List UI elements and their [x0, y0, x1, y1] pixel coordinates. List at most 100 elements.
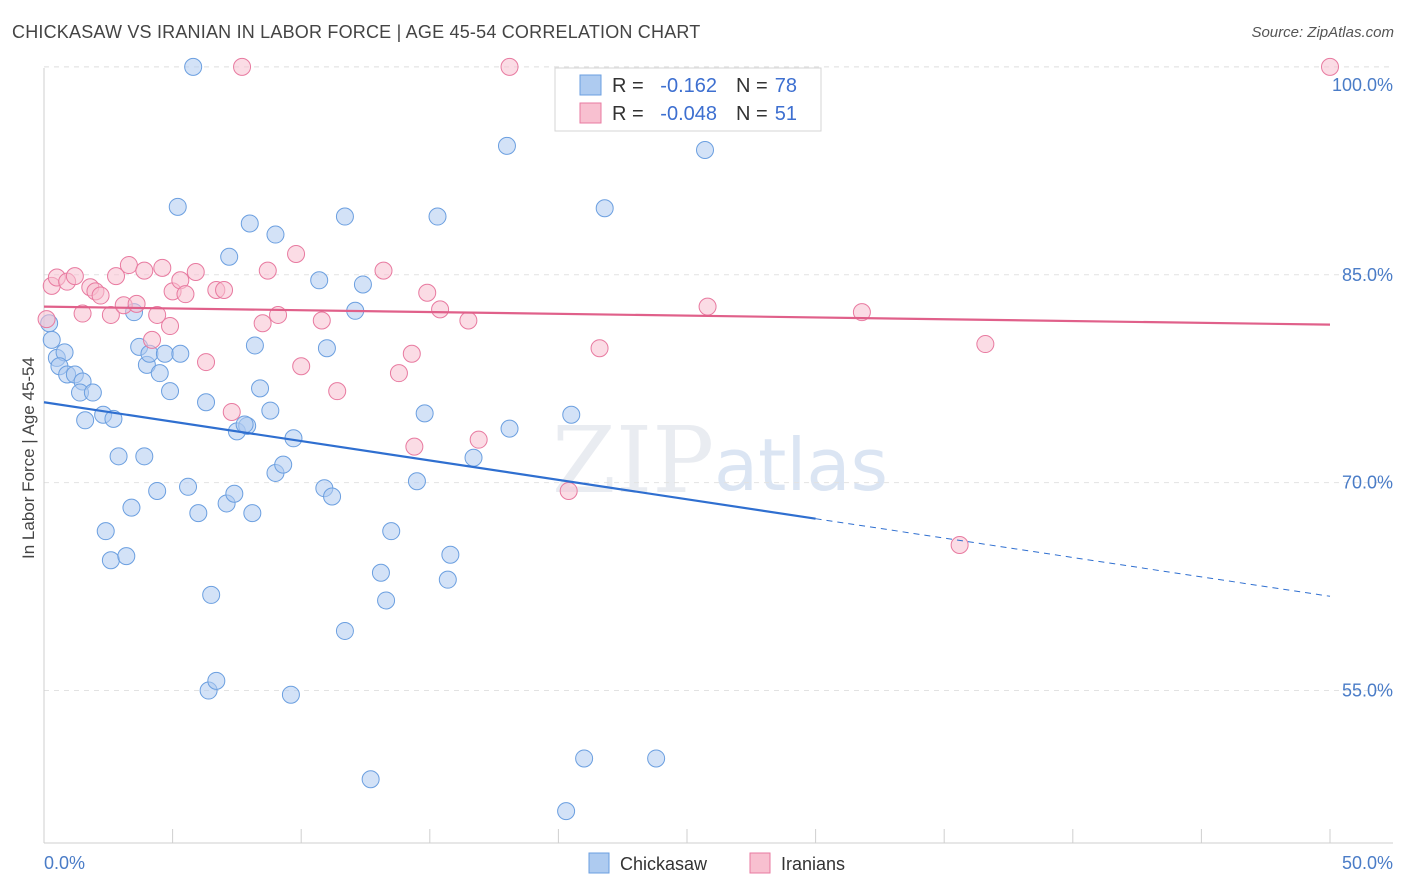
data-point-chickasaw	[135, 447, 154, 466]
stats-legend: R = -0.162 N = 78 R = -0.048 N = 51	[554, 67, 822, 132]
data-point-iranians	[287, 244, 306, 263]
data-point-chickasaw	[464, 448, 483, 467]
data-point-iranians	[292, 357, 311, 376]
data-point-iranians	[107, 267, 126, 286]
y-tick-label: 70.0%	[1342, 473, 1393, 493]
data-point-chickasaw	[595, 199, 614, 218]
data-point-iranians	[65, 267, 84, 286]
data-point-chickasaw	[83, 383, 102, 402]
watermark-zip: ZIP	[552, 407, 714, 514]
watermark-atlas: atlas	[714, 423, 888, 507]
data-point-iranians	[500, 57, 519, 76]
data-point-iranians	[852, 303, 871, 322]
data-point-chickasaw	[220, 247, 239, 266]
data-point-chickasaw	[150, 364, 169, 383]
data-point-iranians	[328, 382, 347, 401]
data-point-chickasaw	[117, 547, 136, 566]
data-point-chickasaw	[696, 141, 715, 160]
data-point-iranians	[135, 261, 154, 280]
data-point-iranians	[148, 305, 167, 324]
trend-line-chickasaw	[43, 401, 816, 520]
data-point-chickasaw	[310, 271, 329, 290]
data-point-iranians	[127, 294, 146, 313]
trend-line-iranians	[43, 305, 1331, 326]
y-axis-title: In Labor Force | Age 45-54	[19, 357, 38, 559]
data-point-chickasaw	[428, 207, 447, 226]
data-point-iranians	[161, 317, 180, 336]
data-point-chickasaw	[148, 481, 167, 500]
series-legend-label-iranians: Iranians	[781, 854, 845, 874]
data-point-iranians	[590, 339, 609, 358]
data-point-iranians	[222, 402, 241, 421]
data-point-chickasaw	[377, 591, 396, 610]
data-point-chickasaw	[76, 411, 95, 430]
data-point-iranians	[1321, 57, 1339, 76]
data-point-chickasaw	[274, 455, 293, 474]
data-point-chickasaw	[243, 504, 262, 523]
data-point-iranians	[215, 281, 234, 299]
data-point-chickasaw	[168, 197, 187, 216]
data-points	[37, 57, 1339, 821]
data-point-chickasaw	[104, 409, 123, 428]
legend-r-label-1: R =	[612, 103, 644, 125]
data-point-iranians	[253, 314, 272, 333]
trend-line-chickasaw-extrapolated	[815, 518, 1331, 597]
data-point-chickasaw	[562, 405, 581, 424]
legend-n-value-1: 51	[775, 103, 797, 125]
data-point-iranians	[389, 364, 408, 383]
y-tick-label: 85.0%	[1342, 265, 1393, 285]
data-point-chickasaw	[441, 545, 460, 564]
data-point-chickasaw	[122, 498, 141, 517]
data-point-iranians	[698, 297, 717, 316]
data-point-chickasaw	[207, 671, 226, 690]
data-point-chickasaw	[240, 214, 259, 233]
data-point-iranians	[143, 330, 162, 349]
data-point-chickasaw	[407, 472, 426, 491]
data-point-iranians	[431, 300, 450, 319]
y-tick-label: 55.0%	[1342, 681, 1393, 701]
source-credit: Source: ZipAtlas.com	[1251, 24, 1394, 41]
legend-r-value-0: -0.162	[660, 75, 717, 97]
data-point-iranians	[374, 261, 393, 280]
data-point-chickasaw	[382, 522, 401, 541]
data-point-chickasaw	[101, 551, 120, 570]
data-point-chickasaw	[189, 504, 208, 523]
data-point-iranians	[459, 311, 478, 330]
data-point-iranians	[153, 258, 172, 277]
data-point-chickasaw	[361, 770, 380, 789]
data-point-chickasaw	[197, 393, 216, 412]
data-point-chickasaw	[171, 344, 190, 363]
data-point-chickasaw	[184, 57, 203, 76]
data-point-chickasaw	[323, 487, 342, 506]
data-point-chickasaw	[179, 477, 198, 496]
data-point-chickasaw	[500, 419, 519, 438]
y-tick-label: 100.0%	[1332, 75, 1393, 95]
data-point-iranians	[176, 285, 195, 304]
legend-r-value-1: -0.048	[660, 103, 717, 125]
data-point-chickasaw	[317, 339, 336, 358]
data-point-chickasaw	[281, 685, 300, 704]
data-point-iranians	[91, 286, 110, 305]
data-point-chickasaw	[647, 749, 666, 768]
data-point-chickasaw	[261, 401, 280, 420]
data-point-iranians	[258, 261, 277, 280]
data-point-iranians	[119, 256, 138, 275]
trend-lines	[43, 305, 1331, 597]
data-point-iranians	[186, 262, 205, 281]
data-point-chickasaw	[335, 621, 354, 640]
data-point-chickasaw	[42, 330, 61, 349]
axes	[43, 68, 1393, 844]
data-point-chickasaw	[335, 207, 354, 226]
data-point-chickasaw	[96, 522, 115, 541]
data-point-iranians	[73, 304, 92, 323]
data-point-iranians	[469, 430, 488, 449]
data-point-chickasaw	[438, 570, 457, 589]
series-legend-label-chickasaw: Chickasaw	[620, 854, 708, 874]
data-point-iranians	[233, 57, 252, 76]
x-tick-label-min: 0.0%	[44, 853, 85, 873]
data-point-iranians	[37, 310, 56, 329]
legend-n-label-1: N =	[736, 103, 768, 125]
data-point-iranians	[976, 335, 995, 354]
data-point-chickasaw	[557, 802, 576, 821]
